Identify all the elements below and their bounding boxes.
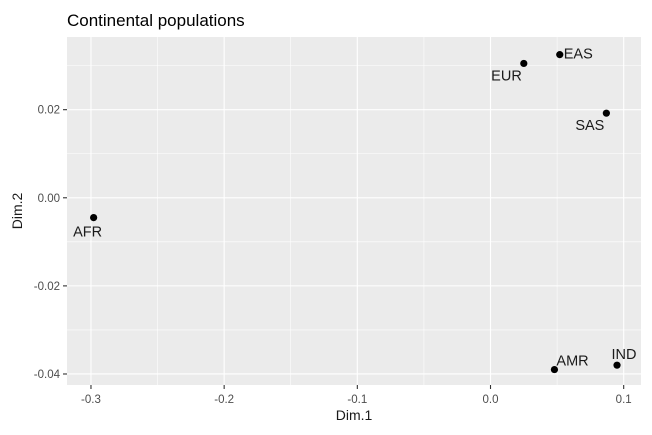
y-axis: 0.02 0.00 -0.02 -0.04: [34, 105, 67, 381]
x-tick-label: -0.1: [347, 394, 367, 406]
point-sas: [602, 109, 610, 117]
y-axis-title: Dim.2: [9, 193, 25, 230]
point-label-eur: EUR: [491, 68, 522, 84]
data-labels: EAS EUR SAS AFR AMR IND: [73, 47, 636, 370]
plot-panel: [67, 37, 641, 385]
y-tick-label: -0.02: [34, 281, 60, 293]
point-ind: [613, 361, 621, 369]
y-tick-label: 0.02: [38, 105, 60, 117]
point-label-ind: IND: [612, 347, 637, 363]
x-axis: -0.3 -0.2 -0.1 0.0 0.1: [81, 385, 632, 406]
point-label-afr: AFR: [73, 225, 102, 241]
data-points: [90, 51, 621, 374]
major-grid: [67, 37, 641, 385]
point-eur: [520, 59, 528, 68]
point-label-eas: EAS: [564, 47, 593, 63]
point-label-amr: AMR: [556, 354, 588, 370]
y-tick-label: 0.00: [38, 193, 60, 205]
x-tick-label: 0.1: [616, 394, 632, 406]
minor-grid: [67, 37, 641, 385]
x-axis-title: Dim.1: [336, 407, 373, 423]
x-tick-label: 0.0: [483, 394, 499, 406]
y-tick-label: -0.04: [34, 369, 61, 381]
point-eas: [556, 51, 564, 59]
point-afr: [90, 214, 98, 222]
point-label-sas: SAS: [575, 118, 604, 134]
x-tick-label: -0.2: [214, 394, 234, 406]
point-amr: [550, 365, 559, 374]
x-tick-label: -0.3: [81, 394, 101, 406]
chart-title: Continental populations: [67, 11, 245, 30]
